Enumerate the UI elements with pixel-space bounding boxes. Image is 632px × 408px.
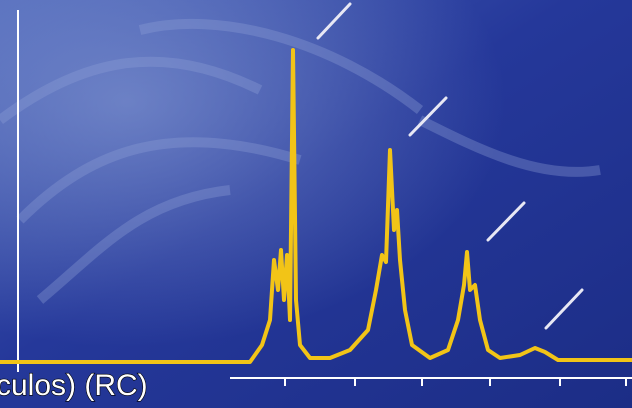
slide: culos) (RC) [0, 0, 632, 408]
caption: culos) (RC) [0, 369, 148, 402]
page: culos) (RC) (() => { const data = JSON.p… [0, 0, 632, 408]
